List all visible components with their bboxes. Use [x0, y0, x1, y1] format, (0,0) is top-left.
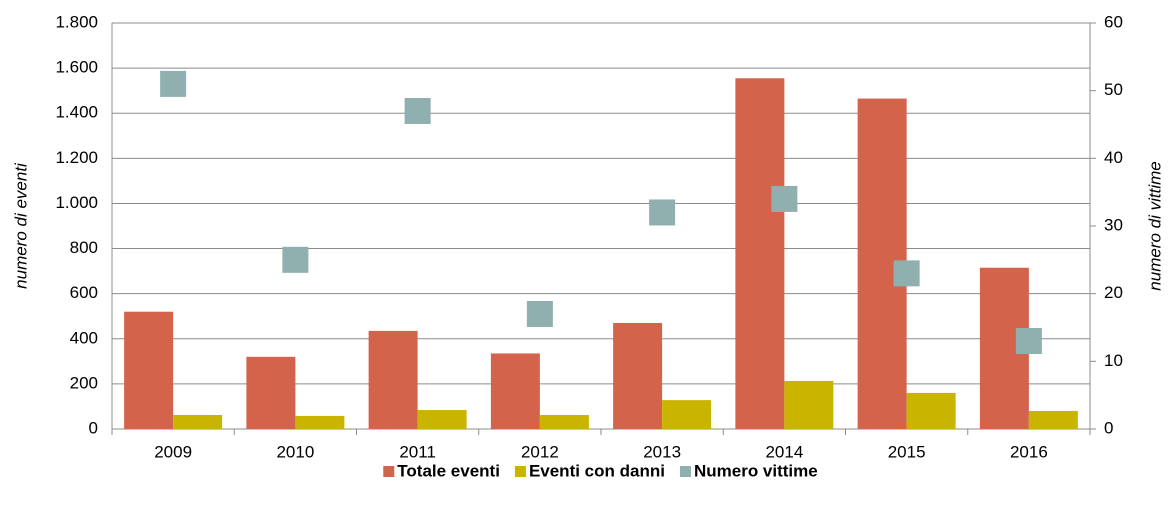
y-tick-label: 200	[70, 373, 98, 392]
y2-tick-label: 50	[1104, 80, 1123, 99]
bar	[906, 392, 956, 429]
bar	[124, 311, 174, 429]
x-tick-label: 2012	[521, 442, 559, 461]
x-tick-label: 2014	[765, 442, 803, 461]
legend-label: Eventi con danni	[529, 461, 665, 480]
y-tick-label: 1.800	[55, 12, 98, 31]
x-tick-label: 2016	[1010, 442, 1048, 461]
bar	[417, 410, 467, 429]
bar	[539, 415, 589, 429]
marker	[526, 300, 553, 327]
y-tick-label: 0	[89, 418, 98, 437]
x-tick-label: 2009	[154, 442, 192, 461]
y2-tick-label: 10	[1104, 351, 1123, 370]
bar	[735, 78, 785, 429]
bar	[490, 353, 540, 429]
y-tick-label: 800	[70, 238, 98, 257]
legend-label: Numero vittime	[694, 461, 818, 480]
marker	[771, 185, 798, 212]
marker	[282, 246, 309, 273]
legend-swatch	[514, 466, 526, 477]
bar	[368, 330, 418, 429]
marker	[649, 199, 676, 226]
bar	[662, 400, 712, 429]
y-tick-label: 600	[70, 283, 98, 302]
y2-tick-label: 30	[1104, 215, 1123, 234]
x-tick-label: 2013	[643, 442, 681, 461]
legend-swatch	[383, 466, 395, 477]
legend-label: Totale eventi	[397, 461, 500, 480]
marker	[893, 260, 920, 287]
bar	[1028, 410, 1078, 429]
y-tick-label: 1.600	[55, 58, 98, 77]
x-tick-label: 2011	[399, 442, 436, 461]
y2-axis-title: numero di vittime	[1145, 161, 1164, 290]
y-tick-label: 1.200	[55, 148, 98, 167]
bar	[246, 356, 296, 429]
legend-swatch	[679, 466, 691, 477]
x-tick-label: 2010	[276, 442, 314, 461]
marker	[1015, 328, 1042, 355]
y-tick-label: 1.000	[55, 193, 98, 212]
y2-tick-label: 60	[1104, 12, 1123, 31]
y-tick-label: 400	[70, 328, 98, 347]
x-tick-label: 2015	[888, 442, 926, 461]
y2-tick-label: 20	[1104, 283, 1123, 302]
y2-tick-label: 0	[1104, 418, 1113, 437]
bar	[613, 322, 663, 429]
y-tick-label: 1.400	[55, 103, 98, 122]
legend: Totale eventi Eventi con danni Numero vitt…	[383, 461, 818, 480]
y-axis-title: numero di eventi	[11, 162, 30, 289]
y2-tick-label: 40	[1104, 148, 1123, 167]
bar	[784, 380, 834, 429]
bar	[173, 415, 223, 429]
marker	[160, 70, 187, 97]
bar	[295, 415, 345, 429]
marker	[404, 97, 431, 124]
